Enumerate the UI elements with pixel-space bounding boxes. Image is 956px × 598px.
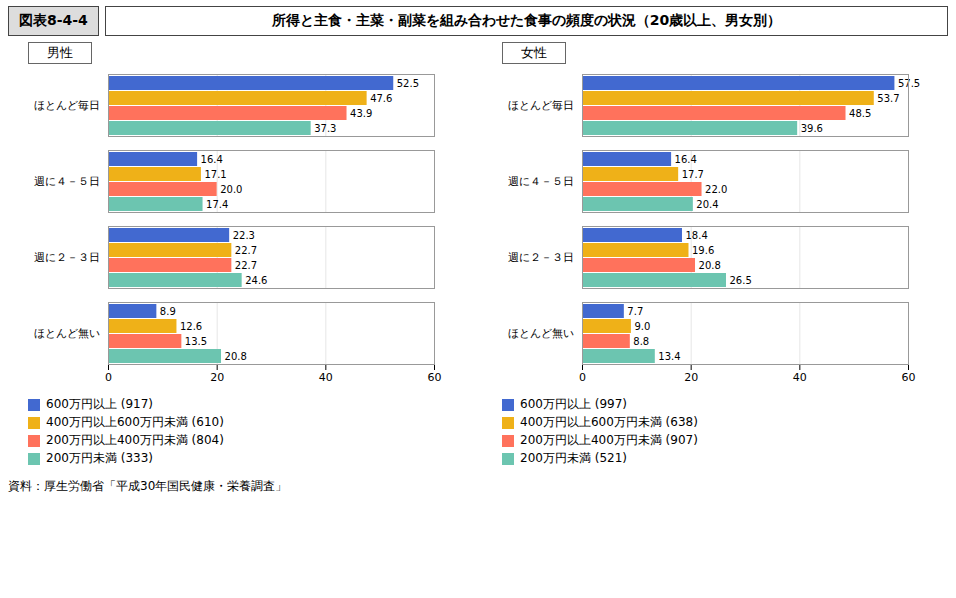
svg-text:22.7: 22.7 xyxy=(235,245,257,256)
svg-text:9.0: 9.0 xyxy=(634,321,650,332)
svg-text:52.5: 52.5 xyxy=(397,78,419,89)
svg-text:16.4: 16.4 xyxy=(201,154,223,165)
html-text:図表8-4-4: 図表8-4-4 xyxy=(19,12,88,28)
html-text:所得と主食・主菜・副菜を組み合わせた食事の頻度の状況（20歳: 所得と主食・主菜・副菜を組み合わせた食事の頻度の状況（20歳以上、男女別） xyxy=(271,12,782,28)
html-text:400万円以上600万円未満 (638): 400万円以上600万円未満 (638) xyxy=(520,415,698,429)
html-text:200万円以上400万円未満 (804): 200万円以上400万円未満 (804) xyxy=(46,433,224,447)
svg-text:60: 60 xyxy=(428,371,442,384)
svg-text:20: 20 xyxy=(210,371,224,384)
svg-text:24.6: 24.6 xyxy=(245,275,267,286)
svg-text:12.6: 12.6 xyxy=(180,321,202,332)
svg-text:13.5: 13.5 xyxy=(185,336,207,347)
svg-text:26.5: 26.5 xyxy=(729,275,751,286)
svg-text:20.8: 20.8 xyxy=(225,351,247,362)
svg-text:0: 0 xyxy=(579,371,586,384)
svg-text:22.0: 22.0 xyxy=(705,184,727,195)
svg-text:ほとんど毎日: ほとんど毎日 xyxy=(34,99,100,112)
svg-text:7.7: 7.7 xyxy=(627,306,643,317)
svg-text:37.3: 37.3 xyxy=(314,123,336,134)
svg-text:40: 40 xyxy=(793,371,807,384)
html-text:資料：厚生労働省「平成30年国民健康・栄養調査」: 資料：厚生労働省「平成30年国民健康・栄養調査」 xyxy=(8,479,288,493)
svg-text:週に４－５日: 週に４－５日 xyxy=(508,175,574,188)
svg-text:ほとんど毎日: ほとんど毎日 xyxy=(508,99,574,112)
svg-text:47.6: 47.6 xyxy=(370,93,392,104)
svg-text:40: 40 xyxy=(319,371,333,384)
svg-text:ほとんど無い: ほとんど無い xyxy=(508,327,574,340)
svg-text:20: 20 xyxy=(684,371,698,384)
html-text:600万円以上 (997): 600万円以上 (997) xyxy=(520,397,627,411)
svg-text:19.6: 19.6 xyxy=(692,245,714,256)
svg-text:48.5: 48.5 xyxy=(849,108,871,119)
svg-text:22.7: 22.7 xyxy=(235,260,257,271)
html-text:600万円以上 (917): 600万円以上 (917) xyxy=(46,397,153,411)
html-text:400万円以上600万円未満 (610): 400万円以上600万円未満 (610) xyxy=(46,415,224,429)
svg-text:57.5: 57.5 xyxy=(898,78,920,89)
svg-text:53.7: 53.7 xyxy=(877,93,899,104)
svg-text:ほとんど無い: ほとんど無い xyxy=(34,327,100,340)
svg-text:20.4: 20.4 xyxy=(696,199,718,210)
svg-text:20.0: 20.0 xyxy=(220,184,242,195)
svg-text:17.1: 17.1 xyxy=(204,169,226,180)
svg-text:0: 0 xyxy=(105,371,112,384)
html-text:200万円未満 (521): 200万円未満 (521) xyxy=(520,451,627,465)
html-text:200万円未満 (333): 200万円未満 (333) xyxy=(46,451,153,465)
svg-text:週に２－３日: 週に２－３日 xyxy=(508,251,574,264)
html-text:女性: 女性 xyxy=(521,45,547,60)
svg-text:22.3: 22.3 xyxy=(233,230,255,241)
svg-text:週に２－３日: 週に２－３日 xyxy=(34,251,100,264)
html-text:男性: 男性 xyxy=(47,45,73,60)
svg-text:39.6: 39.6 xyxy=(801,123,823,134)
svg-text:20.8: 20.8 xyxy=(699,260,721,271)
html-text:200万円以上400万円未満 (907): 200万円以上400万円未満 (907) xyxy=(520,433,698,447)
svg-text:18.4: 18.4 xyxy=(685,230,707,241)
svg-text:17.4: 17.4 xyxy=(206,199,228,210)
svg-text:週に４－５日: 週に４－５日 xyxy=(34,175,100,188)
svg-text:16.4: 16.4 xyxy=(675,154,697,165)
svg-text:8.8: 8.8 xyxy=(633,336,649,347)
svg-text:43.9: 43.9 xyxy=(350,108,372,119)
svg-text:60: 60 xyxy=(902,371,916,384)
svg-text:13.4: 13.4 xyxy=(658,351,680,362)
svg-text:17.7: 17.7 xyxy=(682,169,704,180)
svg-text:8.9: 8.9 xyxy=(160,306,176,317)
